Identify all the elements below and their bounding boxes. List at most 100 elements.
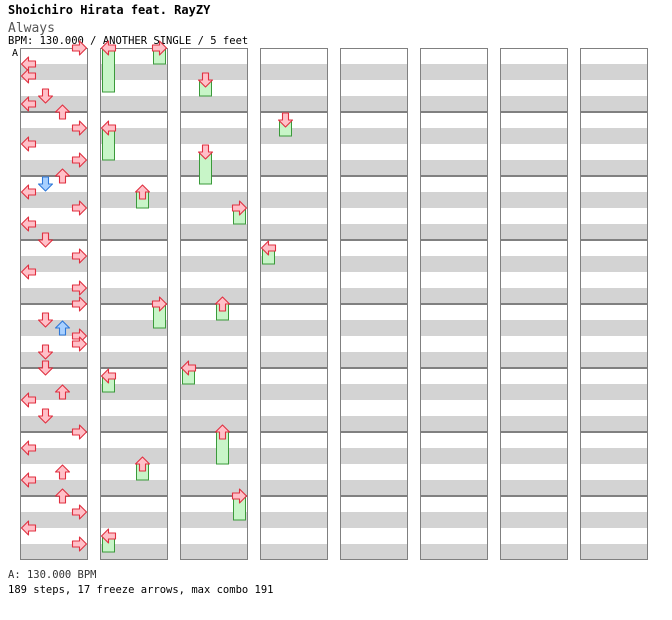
stripe <box>100 480 168 496</box>
measure-box <box>500 48 568 112</box>
stripe <box>100 448 168 464</box>
measure-box <box>260 176 328 240</box>
stripe <box>100 64 168 80</box>
freeze-arrow-head <box>260 240 277 256</box>
stripe <box>180 480 248 496</box>
stripe <box>100 224 168 240</box>
stripe <box>580 192 648 208</box>
stripe <box>420 448 488 464</box>
stripe <box>420 352 488 368</box>
stripe <box>100 160 168 176</box>
step-arrow <box>54 384 71 400</box>
stripe <box>580 544 648 560</box>
stripe <box>340 288 408 304</box>
step-arrow <box>20 96 37 112</box>
stripe <box>500 544 568 560</box>
stripe <box>20 192 88 208</box>
step-arrow <box>37 344 54 360</box>
measure-box <box>500 112 568 176</box>
measure-box <box>100 176 168 240</box>
freeze-arrow-head <box>197 72 214 88</box>
stripe <box>500 352 568 368</box>
measure-box <box>340 112 408 176</box>
stripe <box>260 448 328 464</box>
freeze-arrow-head <box>100 120 117 136</box>
measure-box <box>20 240 88 304</box>
measure-box <box>580 176 648 240</box>
step-arrow <box>20 216 37 232</box>
step-arrow <box>54 320 71 336</box>
stripe <box>420 416 488 432</box>
measure-box <box>260 304 328 368</box>
stripe <box>500 160 568 176</box>
stripe <box>260 128 328 144</box>
stripe <box>500 288 568 304</box>
stripe <box>580 224 648 240</box>
stripe <box>420 224 488 240</box>
stripe <box>420 128 488 144</box>
stripe <box>580 352 648 368</box>
stripe <box>500 480 568 496</box>
step-arrow <box>71 120 88 136</box>
stripe <box>20 160 88 176</box>
measure-box <box>180 368 248 432</box>
stripe <box>580 96 648 112</box>
step-arrow <box>37 312 54 328</box>
stripe <box>20 416 88 432</box>
stripe <box>20 384 88 400</box>
stripe <box>340 96 408 112</box>
stripe <box>420 320 488 336</box>
stripe <box>260 224 328 240</box>
measure-box <box>180 112 248 176</box>
stripe <box>100 416 168 432</box>
stripe <box>500 512 568 528</box>
stripe <box>260 96 328 112</box>
measure-box <box>580 112 648 176</box>
step-arrow <box>71 280 88 296</box>
measure-box <box>340 432 408 496</box>
stripe <box>100 96 168 112</box>
freeze-arrow-head <box>134 184 151 200</box>
stripe <box>340 512 408 528</box>
stripe <box>100 288 168 304</box>
stripe <box>580 64 648 80</box>
measure-box <box>420 496 488 560</box>
stripe <box>340 352 408 368</box>
measure-box <box>260 240 328 304</box>
freeze-arrow-head <box>214 424 231 440</box>
stripe <box>340 224 408 240</box>
stripe <box>180 448 248 464</box>
stripe <box>260 352 328 368</box>
stripe <box>580 320 648 336</box>
freeze-arrow-head <box>214 296 231 312</box>
stripe <box>420 480 488 496</box>
stripe <box>180 128 248 144</box>
freeze-arrow-head <box>100 368 117 384</box>
stripe <box>260 288 328 304</box>
stripe <box>420 544 488 560</box>
measure-box <box>180 176 248 240</box>
measure-box <box>100 304 168 368</box>
measure-box <box>260 368 328 432</box>
bpm-footer: A: 130.000 BPM <box>8 569 97 581</box>
step-arrow <box>20 472 37 488</box>
measure-box <box>340 368 408 432</box>
stripe <box>20 448 88 464</box>
stripe <box>500 256 568 272</box>
stripe <box>340 544 408 560</box>
stripe <box>580 416 648 432</box>
stripe <box>180 256 248 272</box>
stripe <box>20 480 88 496</box>
measure-box <box>100 240 168 304</box>
stripe <box>420 288 488 304</box>
measure-box <box>180 432 248 496</box>
freeze-arrow-head <box>180 360 197 376</box>
step-arrow <box>20 68 37 84</box>
measure-box <box>260 112 328 176</box>
stripe <box>500 448 568 464</box>
stripe <box>340 480 408 496</box>
stripe <box>180 224 248 240</box>
measure-box <box>20 176 88 240</box>
stripe <box>420 256 488 272</box>
measure-box <box>420 48 488 112</box>
